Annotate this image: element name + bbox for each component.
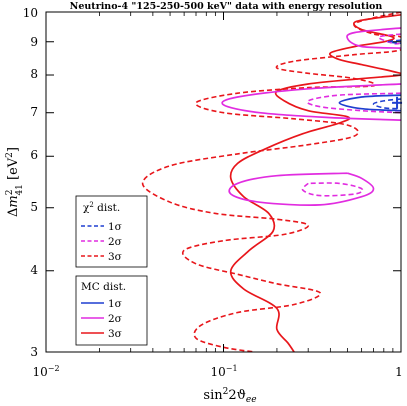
y-tick-label: 8 [30,67,38,81]
contour-curves [141,12,401,352]
x-axis-label: sin22ϑee [203,387,256,405]
contour-chi2-0 [141,12,401,352]
legend-label: 3σ [108,328,122,340]
legend-label: 3σ [108,251,122,263]
legend-label: 2σ [108,236,122,248]
y-tick-label: 9 [30,35,38,49]
x-tick-label-1: 1 [395,365,403,379]
contour-chi2-2 [377,33,401,45]
contour-chi2-3 [306,92,401,114]
y-tick-labels: 3 4 5 6 7 8 9 10 [23,6,39,359]
contour-mc-1 [229,13,401,352]
y-axis-label: Δm241 [eV2] [5,147,25,217]
legend-box [75,195,148,268]
x-tick-label-1e-1: 10−1 [210,364,237,379]
contour-mc-5 [221,83,401,121]
y-tick-label: 7 [30,105,38,119]
chart-title: Neutrino-4 "125-250-500 keV" data with e… [70,1,383,12]
axis-ticks [45,11,402,353]
contour-chi2-7 [301,182,364,197]
contour-mc-6 [228,172,375,206]
legend-label: 2σ [108,313,122,325]
best-fit-marker [392,96,403,109]
y-tick-label: 6 [30,148,38,162]
legend-mc: MC dist. 1σ 2σ 3σ [75,275,148,346]
contour-mc-10 [338,94,401,112]
y-tick-label: 4 [30,263,38,277]
legend-label: 1σ [108,298,122,310]
y-tick-label: 10 [23,6,38,20]
legend-label: 1σ [108,221,122,233]
contour-mc-4 [346,27,401,49]
legend-title: χ2 dist. [83,201,120,214]
y-tick-label: 3 [30,345,38,359]
contour-chi2-8 [387,39,401,45]
legend-chi2: χ2 dist. 1σ 2σ 3σ [75,195,148,268]
x-tick-label-1e-2: 10−2 [32,364,59,379]
contour-chi2-9 [372,98,401,110]
legend-title: MC dist. [81,281,126,293]
y-tick-label: 5 [30,200,38,214]
